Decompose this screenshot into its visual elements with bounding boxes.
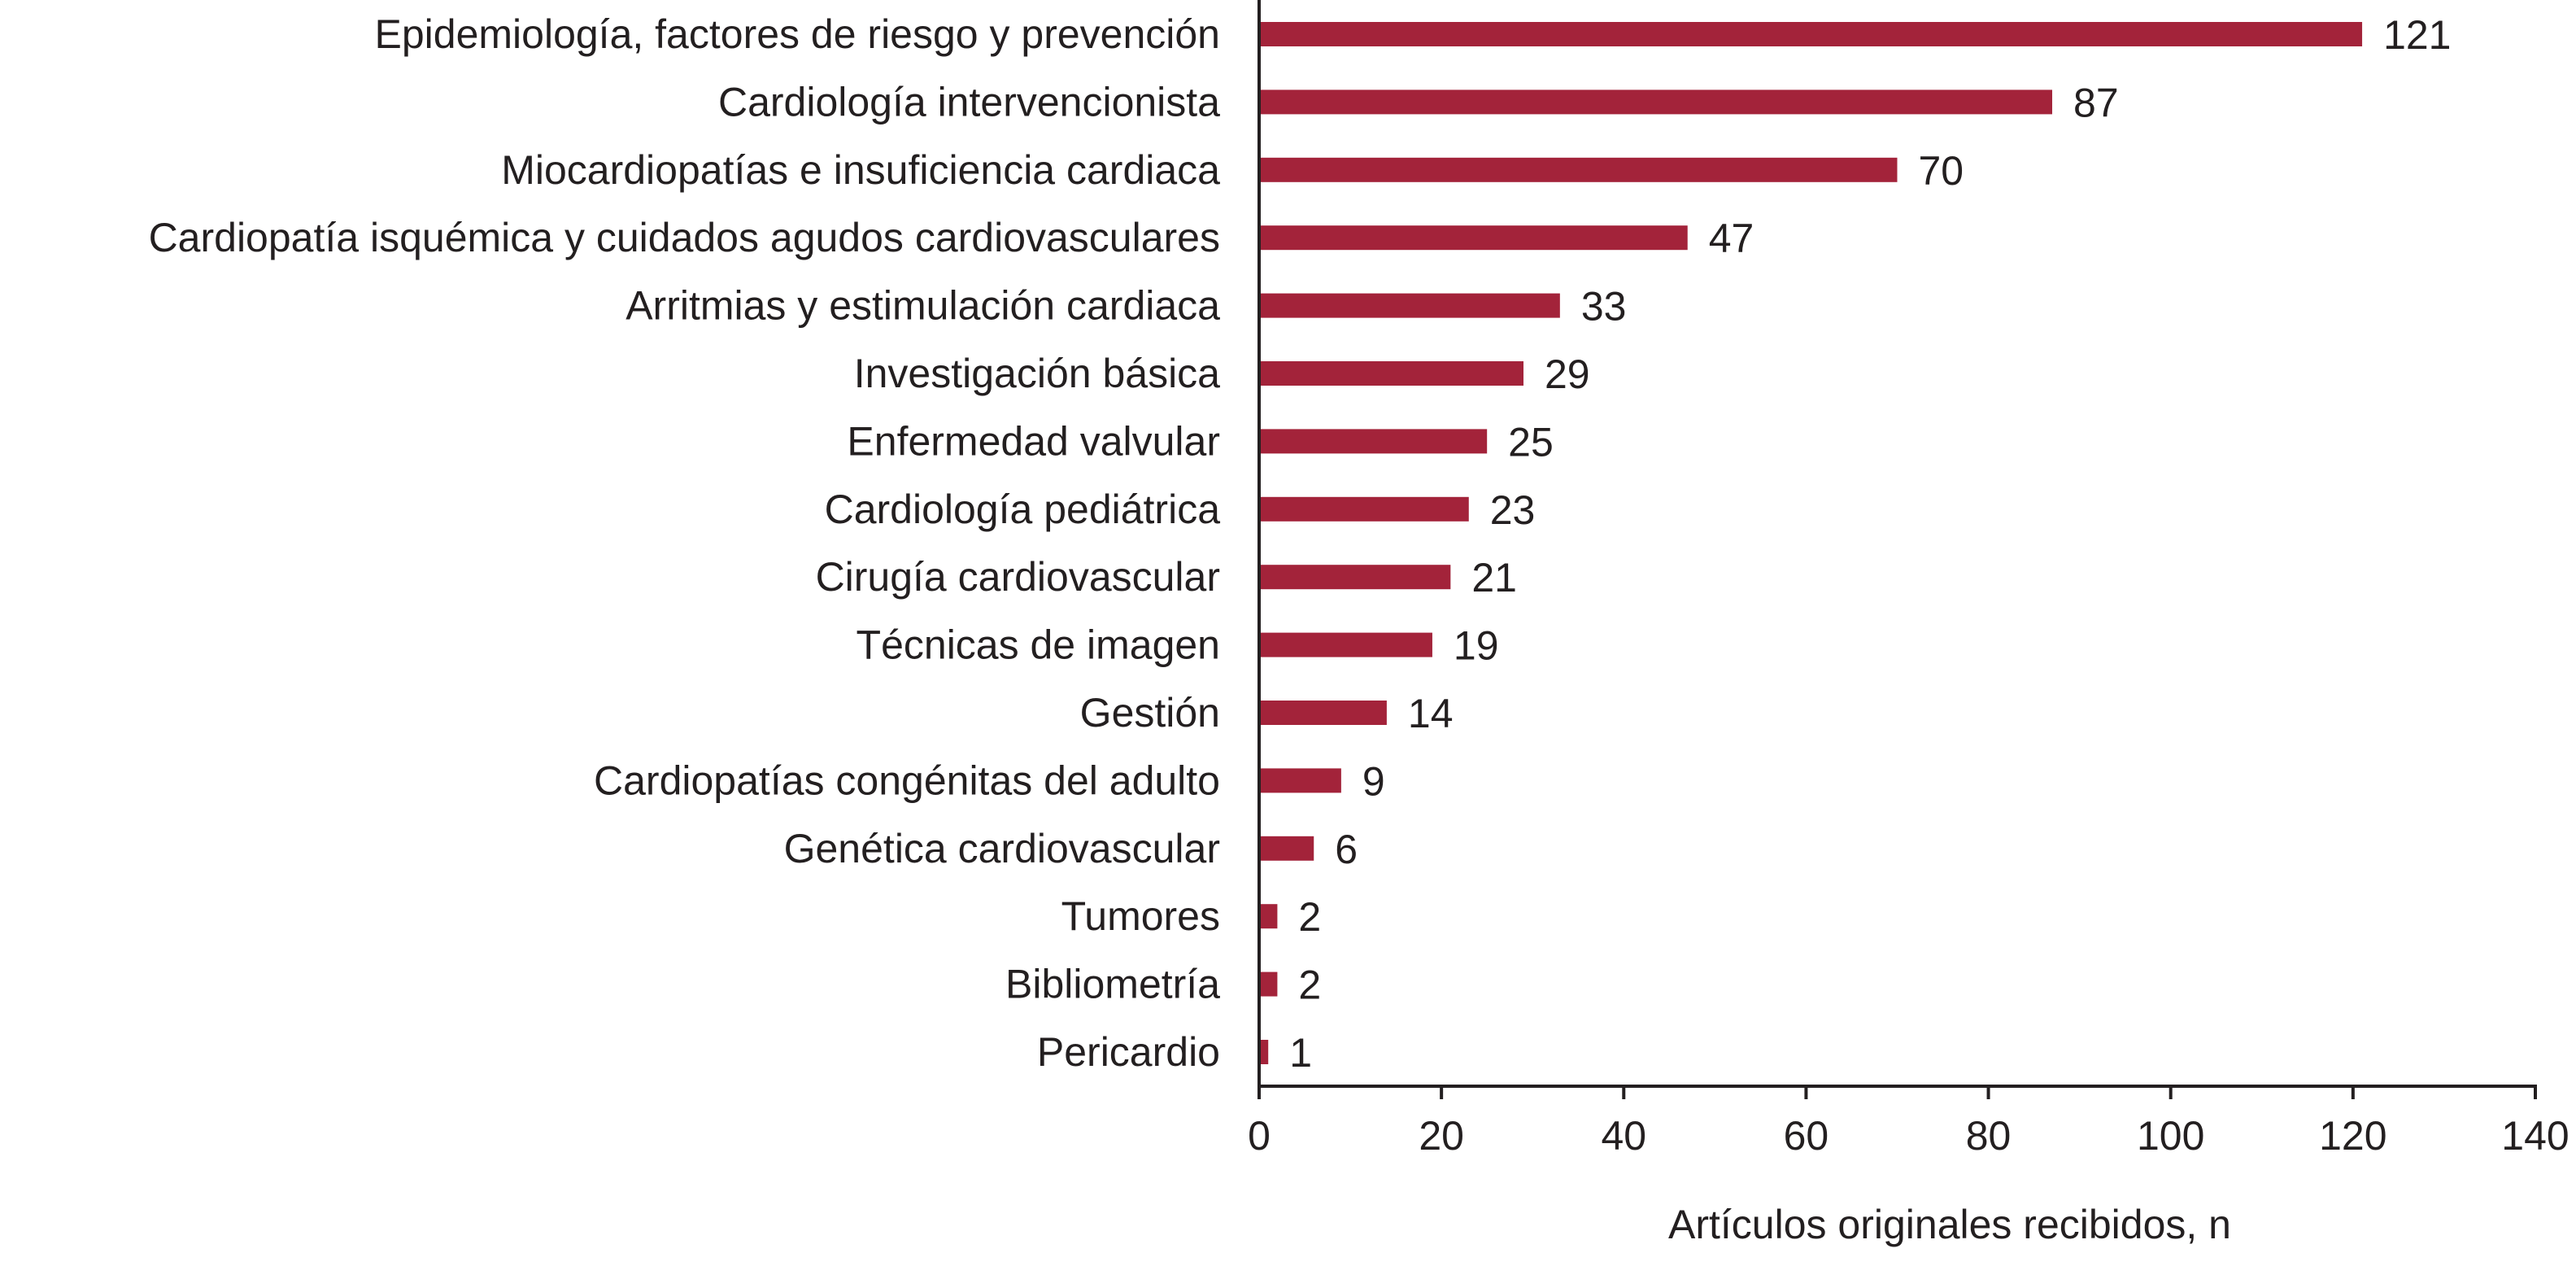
x-tick-label-80: 80	[1966, 1113, 2012, 1159]
value-label-cardiologia-intervencionista: 87	[2073, 80, 2119, 125]
value-label-arritmias-y-estimulacion-cardiaca: 33	[1581, 284, 1627, 330]
x-tick-label-60: 60	[1784, 1113, 1829, 1159]
category-label-tumores: Tumores	[1061, 893, 1220, 939]
category-label-cardiopatias-congenitas-del-adulto: Cardiopatías congénitas del adulto	[594, 757, 1220, 803]
category-labels-group: Epidemiología, factores de riesgo y prev…	[149, 11, 1221, 1075]
category-label-epidemiologia-factores-de-riesgo-y-prevencion: Epidemiología, factores de riesgo y prev…	[375, 11, 1220, 57]
category-label-cardiologia-intervencionista: Cardiología intervencionista	[718, 79, 1220, 124]
category-label-bibliometria: Bibliometría	[1005, 962, 1220, 1007]
bars-group	[1259, 22, 2363, 1064]
value-label-cardiopatias-congenitas-del-adulto: 9	[1362, 758, 1385, 804]
bar-enfermedad-valvular	[1259, 429, 1488, 454]
category-label-cardiologia-pediatrica: Cardiología pediátrica	[825, 487, 1221, 532]
category-label-enfermedad-valvular: Enfermedad valvular	[847, 418, 1220, 464]
value-label-gestion: 14	[1408, 691, 1454, 736]
bar-miocardiopatias-e-insuficiencia-cardiaca	[1259, 157, 1898, 182]
value-label-bibliometria: 2	[1298, 963, 1321, 1008]
x-tick-label-0: 0	[1248, 1113, 1271, 1159]
value-label-tumores: 2	[1298, 894, 1321, 940]
bar-epidemiologia-factores-de-riesgo-y-prevencion	[1259, 22, 2363, 46]
category-label-cirugia-cardiovascular: Cirugía cardiovascular	[816, 554, 1220, 600]
x-ticks-group: 0 20 40 60 80 100 120 140	[1248, 1086, 2569, 1159]
value-label-cirugia-cardiovascular: 21	[1471, 555, 1517, 600]
bar-cirugia-cardiovascular	[1259, 565, 1451, 590]
bar-genetica-cardiovascular	[1259, 836, 1314, 861]
bar-gestion	[1259, 701, 1387, 725]
bar-investigacion-basica	[1259, 361, 1524, 386]
category-label-tecnicas-de-imagen: Técnicas de imagen	[856, 622, 1220, 668]
value-label-cardiologia-pediatrica: 23	[1490, 487, 1536, 533]
bar-cardiopatias-congenitas-del-adulto	[1259, 768, 1341, 793]
x-tick-label-140: 140	[2501, 1113, 2569, 1159]
bar-tecnicas-de-imagen	[1259, 632, 1432, 657]
bar-pericardio	[1259, 1040, 1269, 1064]
bar-cardiopatia-isquemica-y-cuidados-agudos-cardiovasculares	[1259, 225, 1688, 251]
x-tick-label-40: 40	[1601, 1113, 1646, 1159]
category-label-genetica-cardiovascular: Genética cardiovascular	[784, 826, 1220, 871]
x-tick-label-120: 120	[2319, 1113, 2386, 1159]
bar-cardiologia-intervencionista	[1259, 89, 2053, 115]
x-axis-title: Artículos originales recibidos, n	[1668, 1202, 2231, 1247]
value-label-investigacion-basica: 29	[1545, 351, 1590, 397]
category-label-gestion: Gestión	[1080, 690, 1220, 736]
category-label-investigacion-basica: Investigación básica	[854, 351, 1220, 396]
category-label-pericardio: Pericardio	[1037, 1029, 1220, 1075]
x-tick-label-20: 20	[1419, 1113, 1464, 1159]
value-label-cardiopatia-isquemica-y-cuidados-agudos-cardiovasculares: 47	[1709, 216, 1754, 261]
category-label-miocardiopatias-e-insuficiencia-cardiaca: Miocardiopatías e insuficiencia cardiaca	[501, 147, 1220, 193]
value-label-miocardiopatias-e-insuficiencia-cardiaca: 70	[1919, 148, 1964, 194]
value-label-enfermedad-valvular: 25	[1508, 419, 1554, 465]
value-label-epidemiologia-factores-de-riesgo-y-prevencion: 121	[2383, 12, 2451, 58]
category-label-cardiopatia-isquemica-y-cuidados-agudos-cardiovasculares: Cardiopatía isquémica y cuidados agudos …	[149, 215, 1220, 260]
value-label-pericardio: 1	[1289, 1030, 1312, 1076]
bar-bibliometria	[1259, 971, 1278, 997]
x-tick-label-100: 100	[2137, 1113, 2204, 1159]
value-label-tecnicas-de-imagen: 19	[1454, 623, 1499, 669]
bar-tumores	[1259, 904, 1278, 929]
bar-arritmias-y-estimulacion-cardiaca	[1259, 293, 1560, 318]
bar-cardiologia-pediatrica	[1259, 496, 1469, 522]
category-label-arritmias-y-estimulacion-cardiaca: Arritmias y estimulación cardiaca	[625, 283, 1220, 329]
value-label-genetica-cardiovascular: 6	[1335, 827, 1358, 872]
